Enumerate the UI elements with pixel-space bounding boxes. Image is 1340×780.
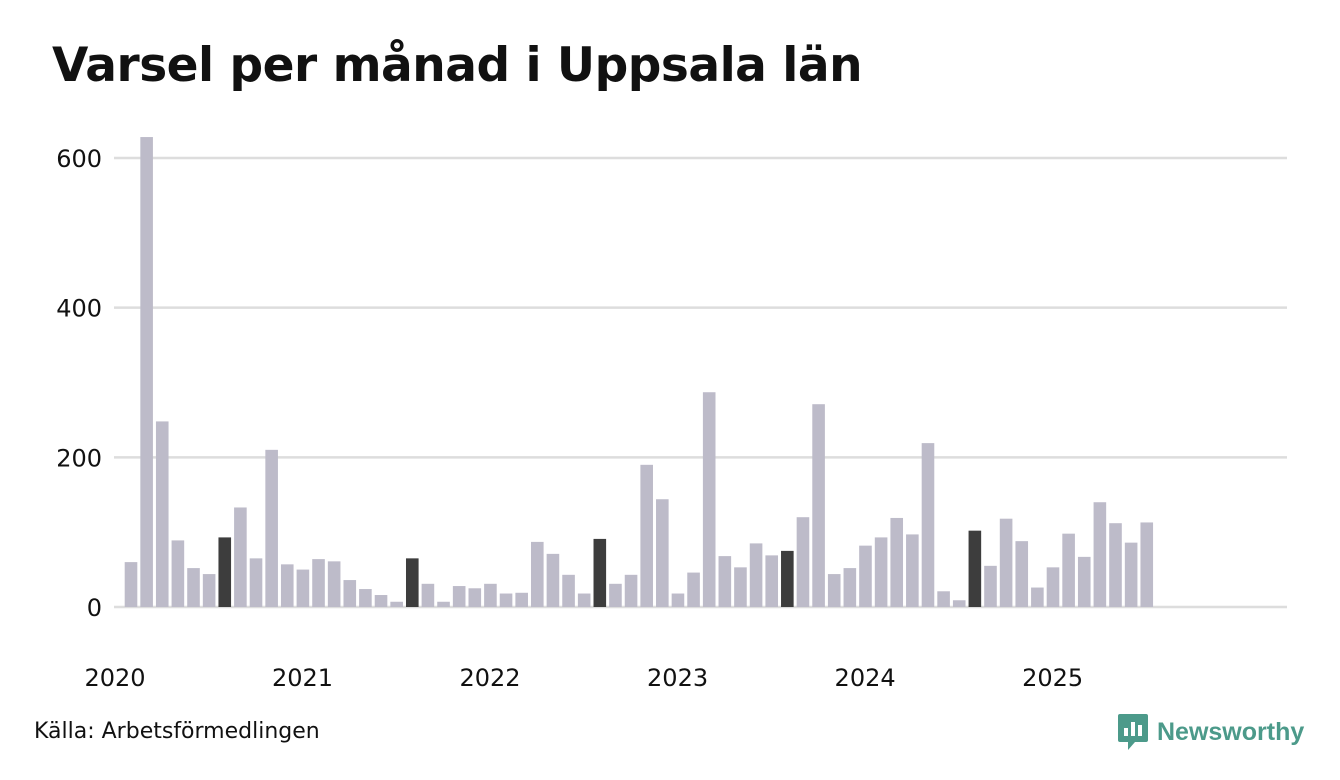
bar [906, 534, 919, 607]
bar [405, 558, 419, 607]
bars [124, 137, 1154, 608]
bar [999, 518, 1013, 607]
newsworthy-logo-icon [1118, 714, 1148, 750]
bar [702, 392, 716, 607]
bar [609, 583, 622, 607]
bar [812, 404, 825, 607]
brand-name: Newsworthy [1157, 717, 1305, 746]
bar [280, 564, 294, 607]
bar [640, 464, 653, 607]
bar [734, 567, 747, 607]
bar [577, 593, 591, 607]
bar [1015, 541, 1029, 607]
gridlines [114, 156, 1287, 609]
bar [327, 561, 341, 607]
bar [468, 588, 482, 607]
bar [155, 421, 169, 607]
bar [484, 583, 497, 607]
bar [343, 580, 357, 607]
bar [265, 449, 278, 607]
y-tick-label: 200 [56, 444, 102, 472]
bar [546, 553, 560, 607]
bar [843, 568, 857, 607]
bar [390, 601, 403, 607]
bar [171, 540, 185, 607]
bar [1077, 556, 1091, 607]
bar [749, 543, 763, 607]
bar [218, 537, 232, 607]
x-year-label: 2025 [1022, 664, 1083, 692]
bar [859, 545, 872, 607]
x-year-label: 2023 [647, 664, 708, 692]
bar [140, 137, 153, 608]
brand: Newsworthy [1117, 712, 1304, 752]
bar [671, 593, 685, 607]
bar [1031, 587, 1044, 607]
x-year-label: 2024 [835, 664, 896, 692]
x-year-label: 2020 [84, 664, 145, 692]
bar [656, 499, 669, 607]
bar [499, 593, 513, 607]
bar [1046, 567, 1060, 607]
bar [515, 592, 528, 607]
x-year-label: 2021 [272, 664, 333, 692]
bar [984, 565, 997, 607]
bar [1093, 502, 1107, 607]
chart-title: Varsel per månad i Uppsala län [52, 38, 863, 93]
bar [937, 591, 950, 607]
bar [296, 569, 310, 607]
bar [249, 558, 263, 607]
y-tick-label: 0 [87, 594, 102, 622]
bar [374, 595, 388, 607]
bar [1109, 523, 1122, 607]
bar [234, 507, 247, 607]
source-note: Källa: Arbetsförmedlingen [34, 719, 320, 744]
bar [1062, 533, 1075, 607]
y-axis-tick-labels: 0 200 400 600 [56, 145, 102, 622]
bar [187, 568, 200, 607]
bar [124, 562, 138, 607]
bar [452, 586, 466, 607]
bar [1124, 542, 1138, 607]
bar [421, 583, 435, 607]
bar [531, 541, 544, 607]
bar [437, 601, 450, 607]
bar [921, 443, 935, 607]
bar [687, 572, 700, 607]
bar [874, 537, 888, 607]
y-tick-label: 600 [56, 145, 102, 173]
bar [952, 600, 966, 607]
bar [781, 550, 794, 608]
bar [765, 555, 779, 607]
bar [796, 517, 810, 607]
bar [593, 538, 607, 607]
y-tick-label: 400 [56, 295, 102, 323]
bar [890, 517, 904, 607]
bar [202, 574, 216, 607]
x-axis-year-labels: 2020 2021 2022 2023 2024 2025 [84, 664, 1083, 692]
bar [827, 574, 841, 607]
bar [312, 559, 325, 607]
bar [624, 574, 638, 607]
x-year-label: 2022 [460, 664, 521, 692]
bar [359, 589, 372, 607]
bar [1140, 522, 1154, 607]
bar [968, 530, 982, 607]
bar [718, 556, 732, 607]
bar [562, 574, 575, 607]
